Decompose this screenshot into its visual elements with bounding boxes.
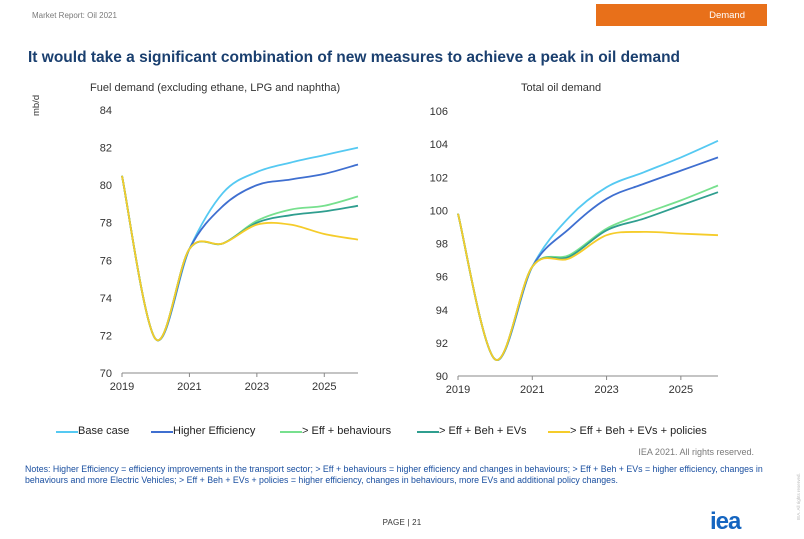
left-chart-fuel-demand: 70 72 74 76 78 80 82 84 2019 2021 2023 2025 — [100, 105, 359, 393]
y-tick-label: 72 — [100, 330, 112, 342]
legend-label: > Eff + behaviours — [302, 425, 392, 437]
legend-swatch — [151, 431, 173, 433]
iea-logo: iea — [710, 508, 741, 535]
series-line-5 — [121, 175, 359, 342]
y-tick-label: 76 — [100, 255, 112, 267]
y-tick-label: 104 — [430, 139, 448, 151]
y-tick-label: 78 — [100, 218, 112, 230]
legend-swatch — [417, 431, 439, 433]
x-tick-label: 2023 — [245, 381, 269, 393]
series-line-1 — [457, 139, 719, 361]
y-tick-label: 80 — [100, 180, 112, 192]
legend-swatch — [56, 431, 78, 433]
legend-swatch — [548, 431, 570, 433]
series-line-2 — [457, 156, 719, 361]
x-tick-label: 2025 — [669, 384, 693, 396]
y-tick-label: 74 — [100, 293, 112, 305]
copyright: IEA 2021. All rights reserved. — [638, 447, 754, 457]
x-tick-label: 2023 — [594, 384, 618, 396]
y-tick-label: 92 — [436, 338, 448, 350]
x-tick-label: 2019 — [446, 384, 470, 396]
left-chart-title: Fuel demand (excluding ethane, LPG and n… — [90, 82, 341, 94]
x-tick-label: 2021 — [520, 384, 544, 396]
x-tick-label: 2021 — [177, 381, 201, 393]
series-line-4 — [121, 175, 359, 342]
legend-swatch — [280, 431, 302, 433]
y-tick-label: 98 — [436, 239, 448, 251]
page-title: It would take a significant combination … — [28, 49, 681, 66]
notes: Notes: Higher Efficiency = efficiency im… — [25, 464, 763, 486]
y-tick-label: 106 — [430, 106, 448, 118]
y-tick-label: 100 — [430, 205, 448, 217]
y-tick-label: 96 — [436, 272, 448, 284]
legend-label: Higher Efficiency — [173, 425, 256, 437]
section-badge-label: Demand — [709, 10, 745, 21]
y-tick-label: 94 — [436, 305, 448, 317]
series-line-1 — [121, 146, 359, 342]
legend-label: Base case — [78, 425, 130, 437]
y-tick-label: 82 — [100, 143, 112, 155]
page-number: PAGE | 21 — [382, 518, 422, 527]
report-label: Market Report: Oil 2021 — [32, 11, 117, 20]
series-line-4 — [457, 191, 719, 361]
series-line-5 — [457, 213, 719, 361]
y-tick-label: 70 — [100, 368, 112, 380]
legend-label: > Eff + Beh + EVs + policies — [570, 425, 707, 437]
right-chart-title: Total oil demand — [521, 82, 602, 94]
section-badge: Demand — [596, 4, 767, 26]
y-tick-label: 90 — [436, 371, 448, 383]
legend-label: > Eff + Beh + EVs — [439, 425, 527, 437]
side-copyright: IEA. All rights reserved. — [796, 473, 801, 520]
series-line-2 — [121, 163, 359, 342]
right-chart-total-oil-demand: 90 92 94 96 98 100 102 104 106 2019 2021 2023 2025 — [430, 106, 719, 396]
x-tick-label: 2019 — [110, 381, 134, 393]
y-tick-label: 84 — [100, 105, 112, 117]
x-tick-label: 2025 — [312, 381, 336, 393]
series-line-3 — [121, 175, 359, 342]
y-tick-label: 102 — [430, 172, 448, 184]
